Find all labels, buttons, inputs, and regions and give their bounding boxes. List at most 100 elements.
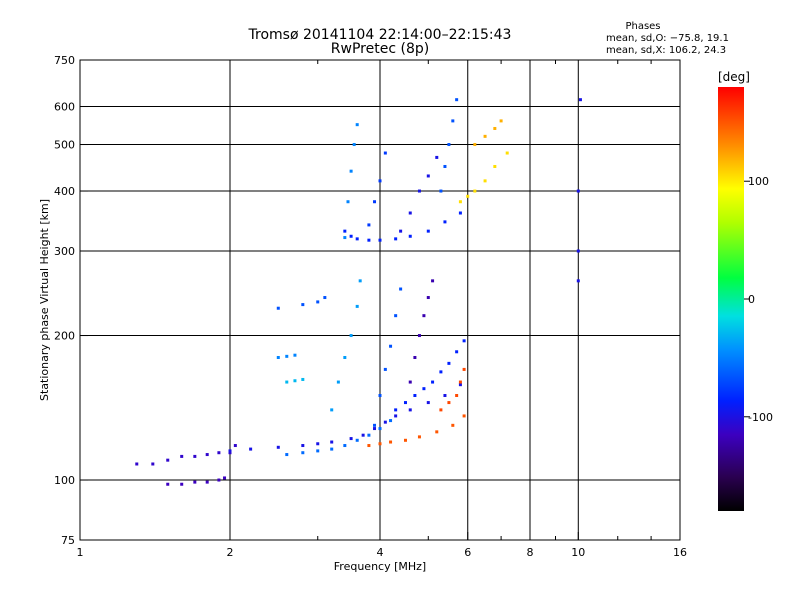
data-point [285, 453, 289, 457]
data-point [383, 420, 387, 424]
data-point [301, 377, 305, 381]
data-point [355, 237, 359, 241]
data-point [576, 279, 580, 283]
x-tick-label: 8 [527, 546, 534, 559]
data-point [399, 229, 403, 233]
data-point [431, 279, 435, 283]
colorbar [718, 87, 744, 511]
data-point [473, 143, 477, 147]
data-point [330, 440, 334, 444]
data-point [343, 355, 347, 359]
data-point [483, 134, 487, 138]
data-point [443, 220, 447, 224]
data-point [249, 447, 253, 451]
data-point [180, 454, 184, 458]
data-point [323, 296, 327, 300]
data-point [403, 438, 407, 442]
data-point [378, 179, 382, 183]
data-point [455, 98, 459, 102]
data-point [301, 303, 305, 307]
data-point [394, 414, 398, 418]
data-point [473, 189, 477, 193]
x-tick-label: 16 [673, 546, 687, 559]
data-point [378, 238, 382, 242]
phase-o-mode-stats: mean, sd,O: −75.8, 19.1 [606, 33, 729, 44]
data-point [285, 380, 289, 384]
data-point [316, 300, 320, 304]
data-point [355, 123, 359, 127]
data-point [422, 387, 426, 391]
data-point [455, 350, 459, 354]
data-point [316, 449, 320, 453]
data-point [447, 401, 451, 405]
data-point [276, 355, 280, 359]
data-point [417, 334, 421, 338]
data-point [426, 401, 430, 405]
data-point [301, 451, 305, 455]
data-point [373, 427, 377, 431]
data-point [505, 151, 509, 155]
data-point [431, 380, 435, 384]
y-tick-label: 300 [54, 245, 75, 258]
x-tick-label: 2 [227, 546, 234, 559]
colorbar-tick-label: -100 [748, 411, 773, 424]
data-point [346, 200, 350, 204]
data-point [349, 437, 353, 441]
data-point [217, 478, 221, 482]
phase-box-title: Phases [625, 21, 661, 32]
data-point [389, 419, 393, 423]
data-point [193, 454, 197, 458]
data-point [493, 164, 497, 168]
data-point [399, 287, 403, 291]
data-point [343, 229, 347, 233]
data-point [458, 200, 462, 204]
data-point [439, 370, 443, 374]
data-point [458, 380, 462, 384]
data-point [447, 361, 451, 365]
data-point [435, 155, 439, 159]
chart-title: Tromsø 20141104 22:14:00–22:15:43 [248, 27, 512, 43]
data-point [166, 482, 170, 486]
x-tick-label: 4 [377, 546, 384, 559]
data-point [367, 223, 371, 227]
chart-subtitle: RwPretec (8p) [330, 41, 430, 57]
data-point [228, 451, 232, 455]
data-point [443, 164, 447, 168]
data-point [408, 211, 412, 215]
data-point [451, 119, 455, 123]
data-point [358, 279, 362, 283]
data-point [462, 367, 466, 371]
data-point [361, 433, 365, 437]
data-point [483, 179, 487, 183]
data-point [367, 444, 371, 448]
data-point [413, 394, 417, 398]
data-point [285, 354, 289, 358]
data-point [193, 480, 197, 484]
data-point [435, 430, 439, 434]
data-point [394, 237, 398, 241]
data-point [349, 334, 353, 338]
colorbar-unit: [deg] [718, 70, 750, 84]
data-point [493, 126, 497, 130]
data-point [135, 462, 139, 466]
data-point [403, 401, 407, 405]
data-point [439, 408, 443, 412]
data-point [355, 304, 359, 308]
data-point [367, 433, 371, 437]
data-point [389, 344, 393, 348]
data-point [378, 442, 382, 446]
data-point [349, 234, 353, 238]
data-point [352, 143, 356, 147]
data-point [383, 151, 387, 155]
data-point [217, 451, 221, 455]
y-tick-label: 100 [54, 474, 75, 487]
x-tick-label: 6 [464, 546, 471, 559]
data-point [466, 194, 470, 198]
data-point [394, 314, 398, 318]
data-point [151, 462, 155, 466]
colorbar-tick-label: 0 [748, 293, 755, 306]
x-tick-label: 1 [77, 546, 84, 559]
y-tick-label: 75 [61, 534, 75, 547]
data-point [462, 339, 466, 343]
